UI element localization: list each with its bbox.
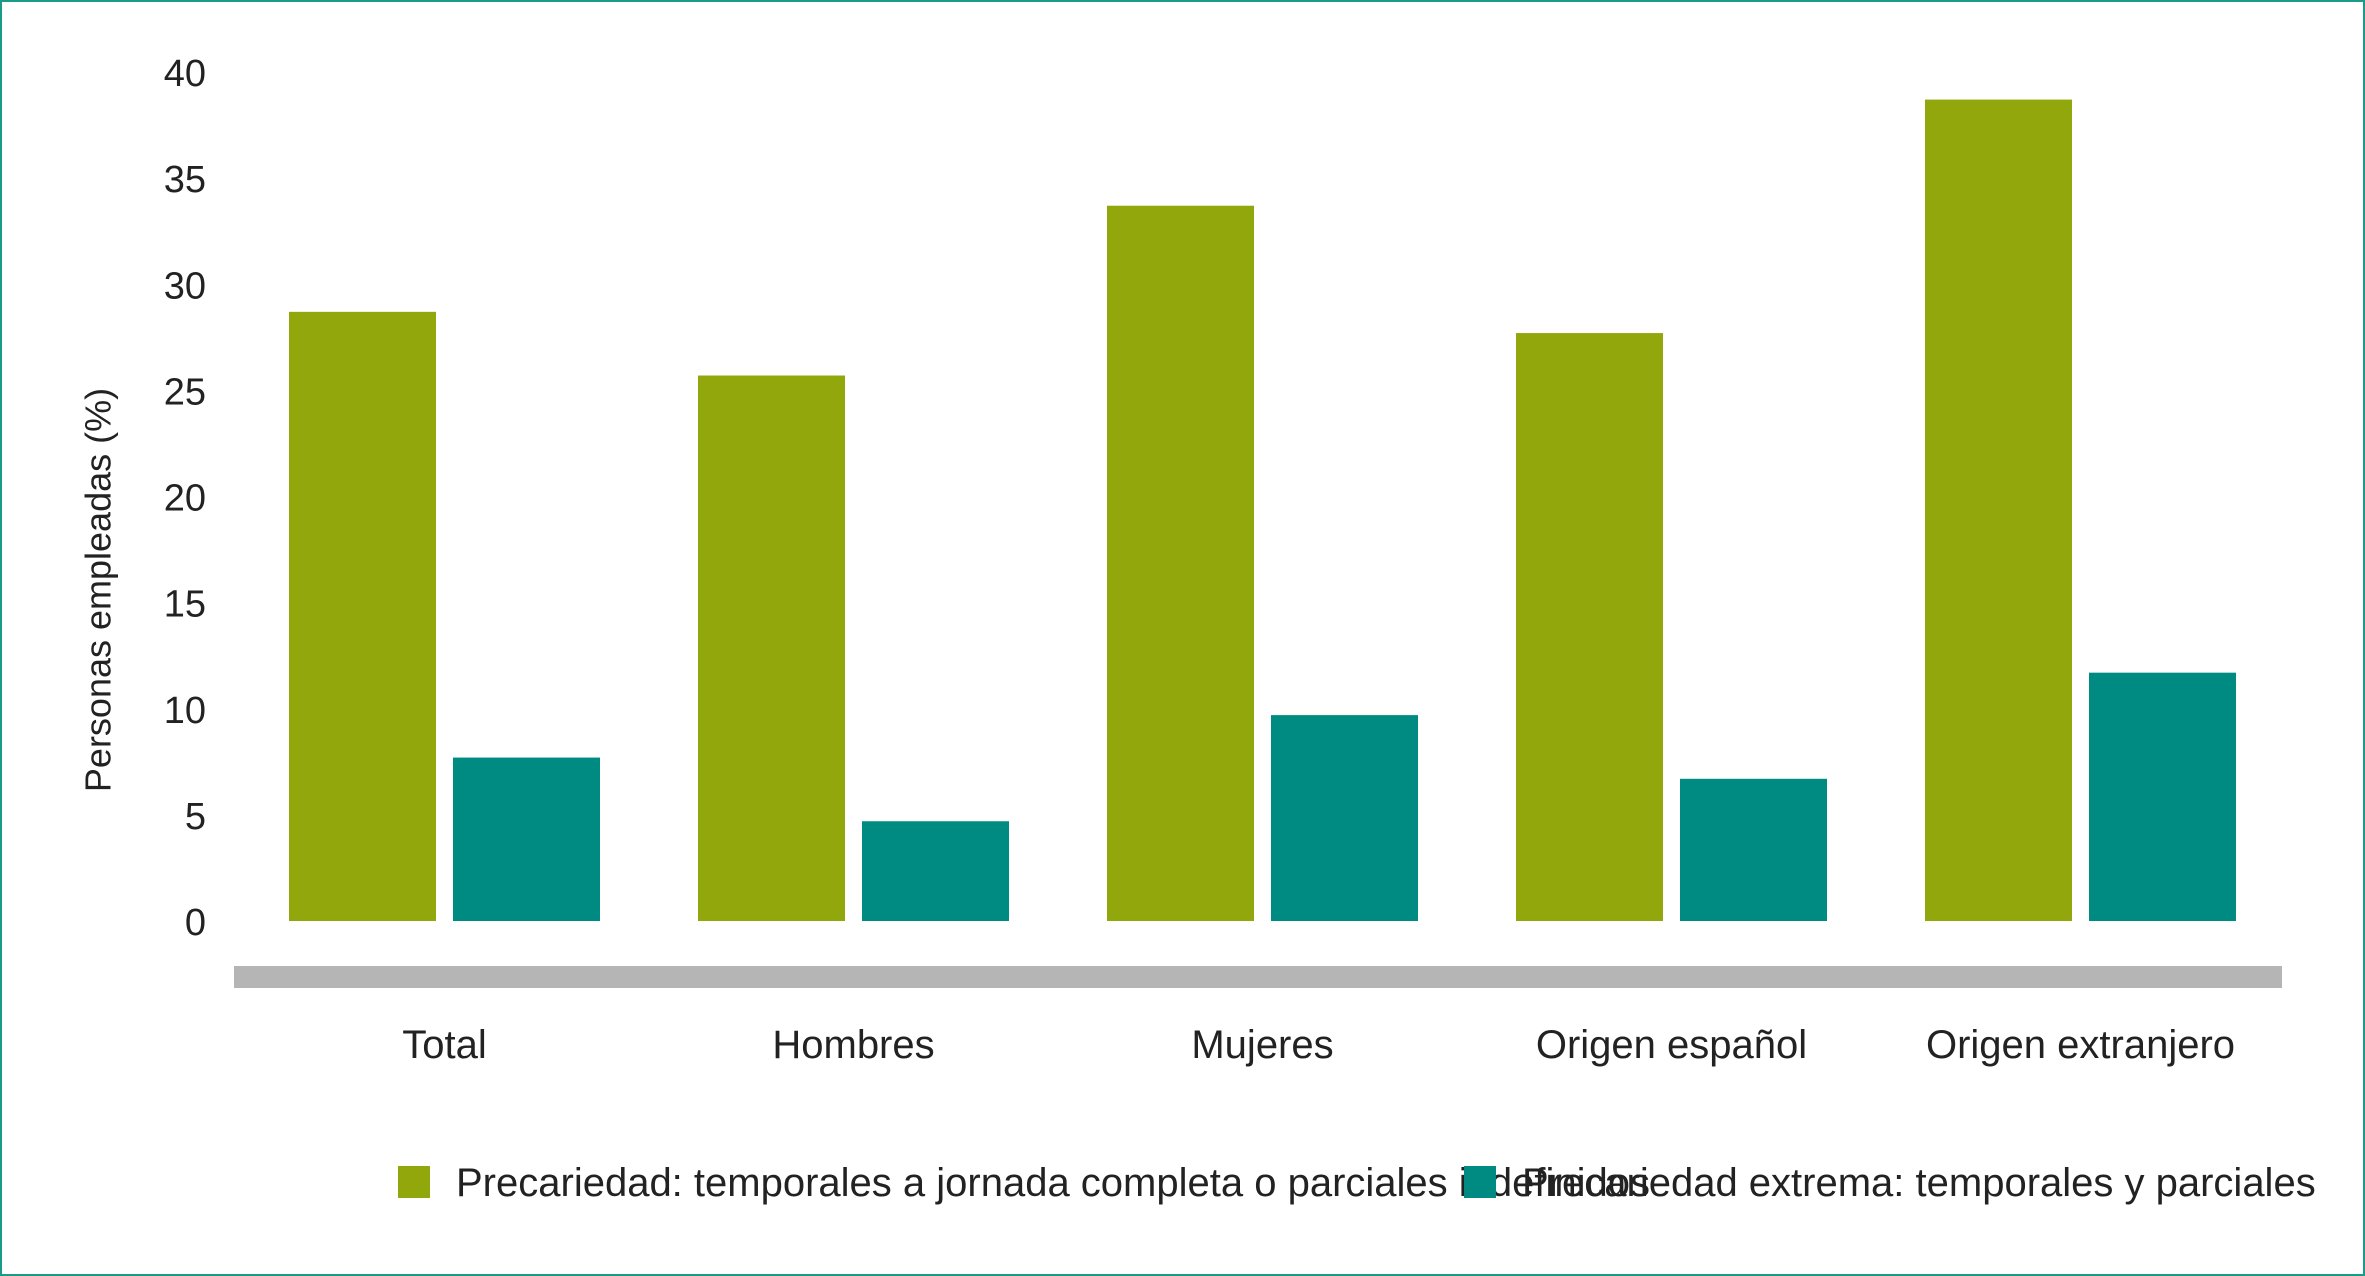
category-label: Total — [402, 1023, 487, 1067]
y-axis-ticks: 0 5 10 15 20 25 30 35 40 — [164, 53, 206, 944]
y-tick-label: 35 — [164, 159, 206, 201]
y-tick-label: 20 — [164, 478, 206, 520]
legend-swatch — [398, 1166, 430, 1198]
y-tick-label: 0 — [185, 902, 206, 944]
legend: Precariedad: temporales a jornada comple… — [398, 1161, 2316, 1205]
legend-swatch — [1464, 1166, 1496, 1198]
bar — [1107, 205, 1254, 921]
y-tick-label: 10 — [164, 690, 206, 732]
category-label: Mujeres — [1191, 1023, 1333, 1067]
bars — [289, 99, 2236, 922]
legend-label: Precariedad: temporales a jornada comple… — [456, 1161, 1650, 1205]
bar — [289, 311, 436, 921]
category-label: Hombres — [772, 1023, 934, 1067]
y-tick-label: 30 — [164, 265, 206, 307]
bar — [862, 821, 1009, 921]
bar — [1680, 778, 1827, 921]
category-axis-band — [234, 966, 2282, 988]
category-label: Origen español — [1536, 1023, 1807, 1067]
category-label: Origen extranjero — [1926, 1023, 2235, 1067]
y-axis-title: Personas empleadas (%) — [78, 388, 119, 792]
bar — [1271, 715, 1418, 921]
category-labels: Total Hombres Mujeres Origen español Origen … — [402, 1023, 2235, 1067]
y-tick-label: 25 — [164, 371, 206, 413]
bar — [698, 375, 845, 922]
bar — [453, 757, 600, 921]
y-tick-label: 15 — [164, 584, 206, 626]
bar — [1925, 99, 2072, 921]
bar — [2089, 672, 2236, 921]
bar — [1516, 333, 1663, 921]
y-tick-label: 40 — [164, 53, 206, 95]
y-tick-label: 5 — [185, 796, 206, 838]
legend-label: Precariedad extrema: temporales y parcia… — [1522, 1161, 2316, 1205]
